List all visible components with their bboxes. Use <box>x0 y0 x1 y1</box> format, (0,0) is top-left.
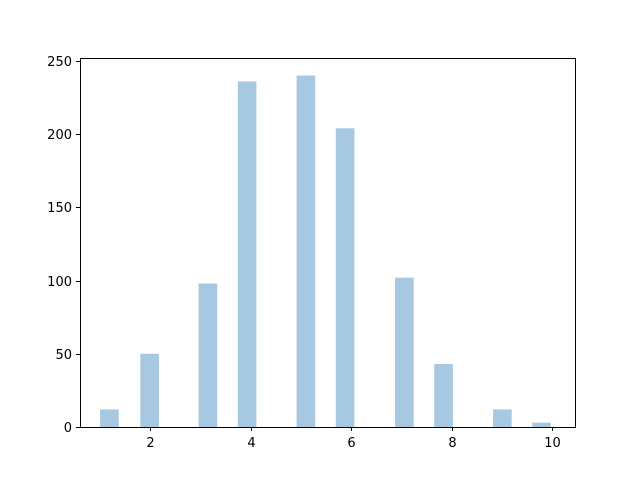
histogram-bar-9 <box>493 409 512 427</box>
x-axis: 2 4 6 8 10 <box>146 427 561 451</box>
y-tick-label: 150 <box>47 201 72 216</box>
y-tick-label: 200 <box>47 128 72 143</box>
histogram-bar-3 <box>198 283 218 427</box>
x-tick-label: 6 <box>347 436 355 451</box>
histogram-bar-4 <box>237 81 257 428</box>
histogram-bar-7 <box>395 277 414 427</box>
y-tick-label: 50 <box>55 348 72 363</box>
histogram-bar-1 <box>100 409 119 427</box>
histogram-bar-5 <box>296 75 316 427</box>
histogram-bar-8 <box>434 364 453 427</box>
y-tick-label: 0 <box>64 421 72 436</box>
y-axis: 0 50 100 150 200 250 <box>47 55 80 436</box>
x-tick-label: 2 <box>146 436 154 451</box>
x-tick-label: 4 <box>247 436 255 451</box>
x-tick-label: 10 <box>544 436 561 451</box>
histogram-bar-2 <box>140 353 159 427</box>
y-tick-label: 100 <box>47 275 72 290</box>
bars-group <box>100 75 551 428</box>
y-tick-label: 250 <box>47 55 72 70</box>
histogram-bar-10 <box>532 422 551 427</box>
histogram-bar-6 <box>335 128 355 428</box>
x-tick-label: 8 <box>448 436 456 451</box>
plot-frame <box>80 58 576 428</box>
